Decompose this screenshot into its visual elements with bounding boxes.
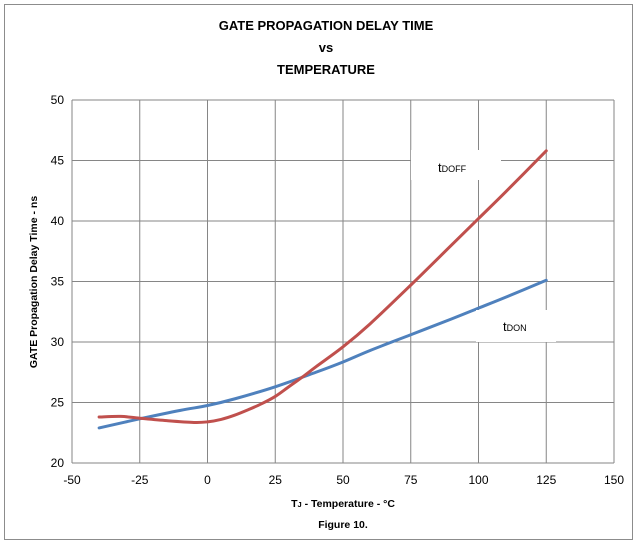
series-line-tdon	[97, 278, 548, 430]
chart-frame	[4, 4, 633, 540]
y-tick-label: 50	[51, 93, 65, 107]
series-line-tdoff	[97, 149, 548, 425]
series-label-tdoff: tDOFF	[438, 160, 467, 175]
y-tick-label: 20	[51, 456, 65, 470]
x-tick-label: 0	[204, 473, 211, 487]
y-tick-label: 25	[51, 396, 65, 410]
x-tick-label: 25	[269, 473, 283, 487]
y-tick-label: 35	[51, 275, 65, 289]
y-tick-label: 30	[51, 335, 65, 349]
x-tick-label: 150	[604, 473, 624, 487]
gridlines	[71, 99, 615, 464]
series-label-background	[411, 150, 501, 180]
y-tick-label: 40	[51, 214, 65, 228]
chart-title-line-2: vs	[319, 40, 333, 55]
y-tick-label: 45	[51, 154, 65, 168]
y-tick-labels: 20 25 30 35 40 45 50	[51, 93, 65, 470]
chart-title-line-1: GATE PROPAGATION DELAY TIME	[219, 18, 434, 33]
x-tick-label: 125	[536, 473, 556, 487]
chart-title-line-3: TEMPERATURE	[277, 62, 375, 77]
series-label-background	[476, 310, 556, 342]
x-tick-label: 50	[336, 473, 350, 487]
series-lines	[97, 149, 548, 430]
x-tick-label: -25	[131, 473, 149, 487]
chart-title: GATE PROPAGATION DELAY TIME vs TEMPERATU…	[219, 18, 434, 77]
figure-caption: Figure 10.	[318, 519, 368, 531]
x-axis-title: TJ - Temperature - °C	[291, 498, 395, 510]
y-axis-title: GATE Propagation Delay Time - ns	[28, 196, 40, 368]
x-tick-label: -50	[63, 473, 81, 487]
x-tick-label: 75	[404, 473, 418, 487]
x-tick-labels: -50 -25 0 25 50 75 100 125 150	[63, 473, 624, 487]
series-labels: tDOFF tDON	[411, 150, 556, 342]
x-tick-label: 100	[468, 473, 488, 487]
series-label-tdon: tDON	[503, 319, 527, 334]
